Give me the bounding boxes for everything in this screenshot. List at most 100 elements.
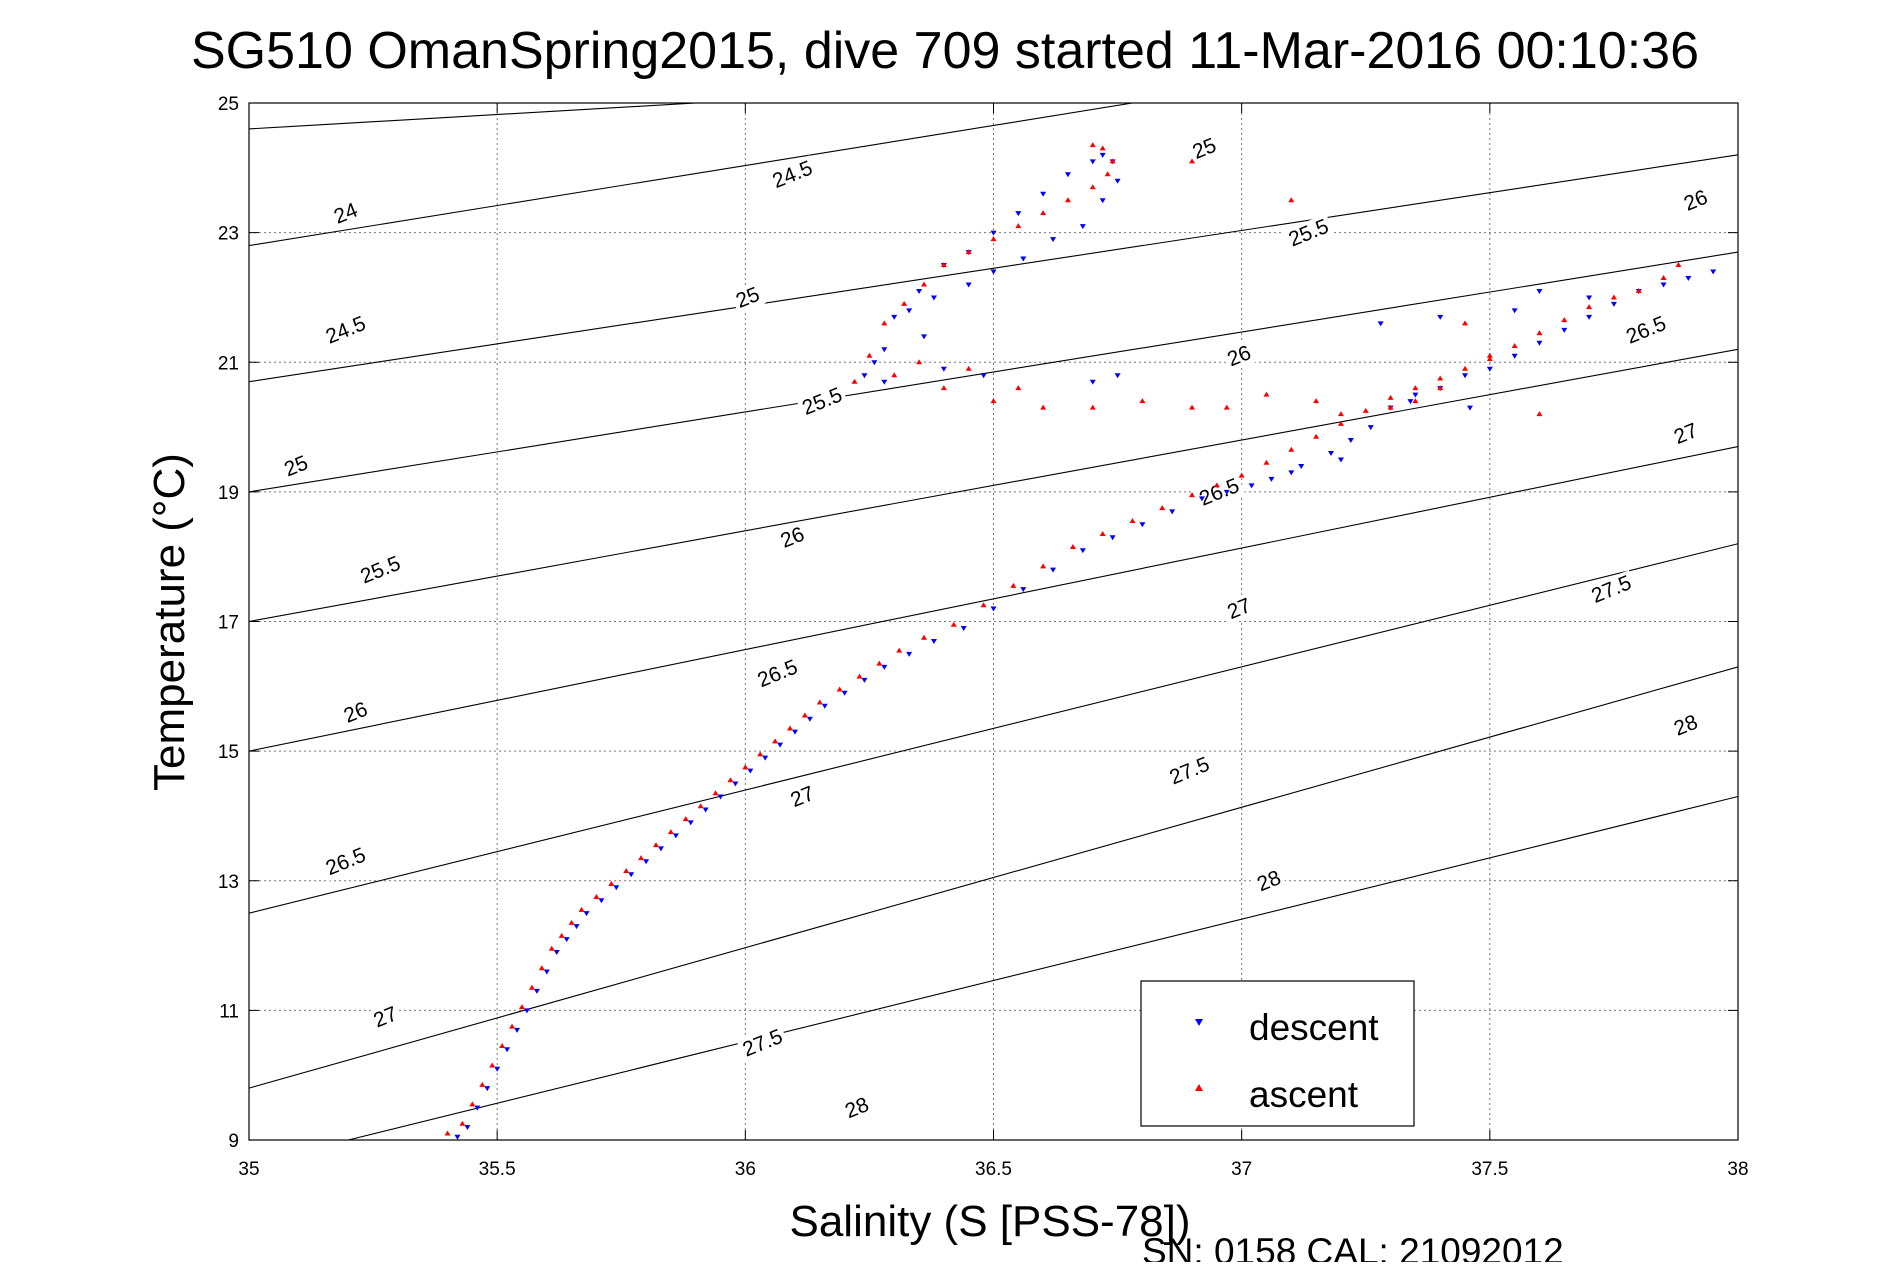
descent-point — [1288, 470, 1295, 476]
descent-point — [1586, 295, 1593, 301]
isopycnal-label-background — [1282, 213, 1335, 253]
y-tick-label: 17 — [218, 613, 239, 634]
isopycnal-label-background — [1251, 865, 1287, 898]
descent-point — [762, 755, 769, 761]
ascent-point — [1412, 398, 1419, 404]
isopycnal-label: 27.5 — [1588, 571, 1635, 608]
isopycnal-label-background — [839, 1091, 875, 1125]
descent-point — [1040, 191, 1047, 197]
ascent-point — [499, 1043, 506, 1049]
descent-point — [930, 295, 937, 301]
isopycnal-label-background — [367, 1001, 404, 1034]
isopycnal-label-background — [1668, 709, 1704, 742]
descent-point — [1248, 483, 1255, 489]
ascent-point — [742, 764, 749, 770]
descent-point — [1462, 373, 1469, 379]
ascent-point — [921, 634, 928, 640]
ascent-point — [479, 1081, 486, 1087]
ascent-point — [1313, 398, 1320, 404]
ascent-point — [816, 699, 823, 705]
ascent-point — [1536, 411, 1543, 417]
ascent-point — [1109, 158, 1116, 164]
descent-point — [921, 334, 928, 340]
ascent-point — [901, 300, 908, 306]
descent-point — [965, 282, 972, 288]
isopycnal-label-background — [1677, 184, 1714, 217]
ascent-point — [518, 1004, 525, 1010]
descent-point — [1079, 548, 1086, 554]
descent-point — [916, 288, 923, 294]
axis-tick-labels: 35 35.5 36 36.5 37 37.5 38 9 11 13 15 17 19 21 23 25 — [218, 94, 1749, 1180]
ascent-point — [1089, 404, 1096, 410]
x-tick-label: 36.5 — [975, 1159, 1012, 1180]
ascent-point — [1139, 398, 1146, 404]
descent-point — [1298, 463, 1305, 469]
ascent-point — [787, 725, 794, 731]
ascent-point — [1104, 171, 1111, 177]
ascent-point — [568, 919, 575, 925]
ascent-point — [608, 880, 615, 886]
ascent-point — [990, 398, 997, 404]
descent-point — [791, 729, 798, 735]
isopycnal-line — [249, 348, 1738, 623]
isopycnal-label: 27.5 — [739, 1025, 786, 1062]
isopycnal-label: 24.5 — [769, 156, 816, 193]
ascent-point — [1099, 145, 1106, 151]
descent-point — [1079, 224, 1086, 230]
descent-point — [930, 638, 937, 644]
isopycnal-line — [249, 103, 696, 130]
isopycnal-labels: 2424.52525.52626.52724.52525.52626.52727… — [278, 132, 1714, 1125]
ascent-point — [1288, 197, 1295, 203]
ascent-point — [1189, 492, 1196, 498]
isopycnal-contours — [249, 103, 1738, 1140]
ascent-point — [990, 236, 997, 242]
descent-point — [1337, 457, 1344, 463]
x-tick-label: 37 — [1231, 1159, 1252, 1180]
descent-point — [881, 664, 888, 670]
ascent-point — [1486, 356, 1493, 362]
descent-point — [514, 1027, 521, 1033]
isopycnal-label-background — [1585, 570, 1638, 609]
descent-point — [1015, 211, 1022, 217]
isopycnal-label-background — [1193, 472, 1246, 512]
descent-point — [1466, 405, 1473, 411]
ascent-point — [1610, 294, 1617, 300]
descent-point — [871, 360, 878, 366]
y-tick-label: 25 — [218, 94, 239, 115]
ascent-point — [652, 842, 659, 848]
isopycnal-label: 25.5 — [799, 383, 846, 420]
ascent-point — [1437, 385, 1444, 391]
descent-point — [1114, 373, 1121, 379]
descent-point — [1610, 301, 1617, 307]
descent-point — [1089, 379, 1096, 385]
descent-point — [474, 1105, 481, 1111]
ascent-point — [1660, 274, 1667, 280]
x-tick-label: 36 — [735, 1159, 756, 1180]
descent-point — [657, 846, 664, 852]
ascent-point — [1462, 365, 1469, 371]
ascent-point — [1213, 482, 1220, 488]
ascent-point — [558, 932, 565, 938]
ascent-point — [667, 829, 674, 835]
ascent-point — [851, 378, 858, 384]
ascent-point — [896, 647, 903, 653]
isopycnal-label: 25.5 — [357, 552, 404, 589]
ascent-point — [1129, 518, 1136, 524]
legend-marker-descent — [1195, 1019, 1203, 1026]
isopycnal-label-background — [1668, 417, 1704, 451]
descent-point — [960, 625, 967, 631]
descent-point — [687, 820, 694, 826]
descent-point — [598, 898, 605, 904]
descent-point — [643, 859, 650, 865]
ascent-point — [1586, 304, 1593, 310]
isopycnal-label-background — [327, 197, 365, 230]
y-tick-label: 9 — [228, 1131, 239, 1152]
descent-point — [613, 885, 620, 891]
ascent-point — [965, 249, 972, 255]
descent-point — [980, 373, 987, 379]
y-axis-label: Temperature (°C) — [145, 453, 194, 791]
descent-point — [1685, 275, 1692, 281]
ascent-point — [876, 660, 883, 666]
ascent-point — [459, 1120, 466, 1126]
chart-title: SG510 OmanSpring2015, dive 709 started 1… — [191, 22, 1699, 80]
